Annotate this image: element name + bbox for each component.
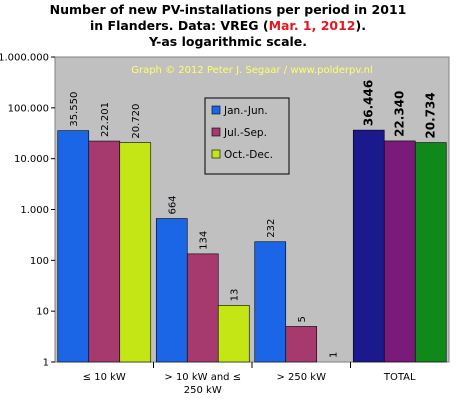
bar [383, 140, 416, 363]
legend-label: Jan.-Jun. [223, 105, 268, 117]
data-label: 20.720 [131, 104, 142, 139]
bar [414, 142, 447, 363]
x-tick-label: TOTAL [383, 372, 416, 383]
data-label: 664 [168, 195, 179, 214]
data-label: 5 [297, 316, 308, 322]
y-axis: 1 10 100 1.000 10.000 100.000 1.000.000 [0, 53, 55, 369]
x-tick-label: ≤ 10 kW [83, 372, 126, 383]
legend: Jan.-Jun. Jul.-Sep. Oct.-Dec. [204, 97, 290, 175]
value-labels: 35.550 22.201 20.720 664 134 13 232 5 1 36.446 22.… [69, 80, 438, 358]
x-tick-label: > 250 kW [276, 372, 326, 383]
data-label: 20.734 [424, 92, 438, 138]
bar [155, 218, 188, 363]
title-line-2-pre: in Flanders. Data: VREG ( [90, 18, 269, 33]
bar [217, 305, 250, 363]
legend-swatch [211, 105, 221, 115]
data-label: 232 [266, 219, 277, 238]
x-tick-label: 250 kW [184, 385, 222, 396]
bar [186, 253, 219, 363]
legend-label: Oct.-Dec. [224, 149, 273, 161]
bar [57, 130, 90, 363]
legend-swatch [211, 149, 221, 159]
y-tick-label: 100.000 [8, 103, 49, 114]
data-label: 35.550 [69, 92, 80, 127]
x-axis: ≤ 10 kW > 10 kW and ≤ 250 kW > 250 kW TOTAL [83, 362, 416, 396]
data-label: 13 [230, 289, 241, 302]
y-tick-label: 100 [30, 256, 49, 267]
title-line-2: in Flanders. Data: VREG (Mar. 1, 2012). [0, 18, 456, 34]
y-tick-label: 10.000 [14, 154, 49, 165]
y-tick-label: 1.000 [20, 205, 49, 216]
bar [285, 326, 318, 363]
data-label: 36.446 [362, 80, 376, 126]
data-label: 134 [199, 231, 210, 250]
title-line-1: Number of new PV-installations per perio… [49, 2, 407, 17]
x-tick-label: > 10 kW and ≤ [164, 372, 241, 383]
title-line-3: Y-as logarithmic scale. [148, 34, 308, 49]
legend-label: Jul.-Sep. [223, 127, 267, 139]
data-label: 22.340 [393, 91, 407, 137]
bars [57, 129, 447, 363]
bar [88, 140, 121, 363]
bar [254, 241, 287, 363]
bar [119, 142, 152, 363]
y-tick-label: 1.000.000 [0, 53, 49, 64]
bar [352, 129, 385, 363]
title-date: Mar. 1, 2012 [268, 18, 356, 33]
legend-swatch [211, 127, 221, 137]
title-line-2-post: ). [355, 18, 366, 33]
data-label: 1 [328, 352, 339, 358]
credit-text: Graph © 2012 Peter J. Segaar / www.polde… [131, 65, 373, 76]
data-label: 22.201 [100, 102, 111, 137]
y-tick-label: 1 [43, 358, 49, 369]
y-tick-label: 10 [36, 307, 49, 318]
chart-title: Number of new PV-installations per perio… [0, 2, 456, 50]
